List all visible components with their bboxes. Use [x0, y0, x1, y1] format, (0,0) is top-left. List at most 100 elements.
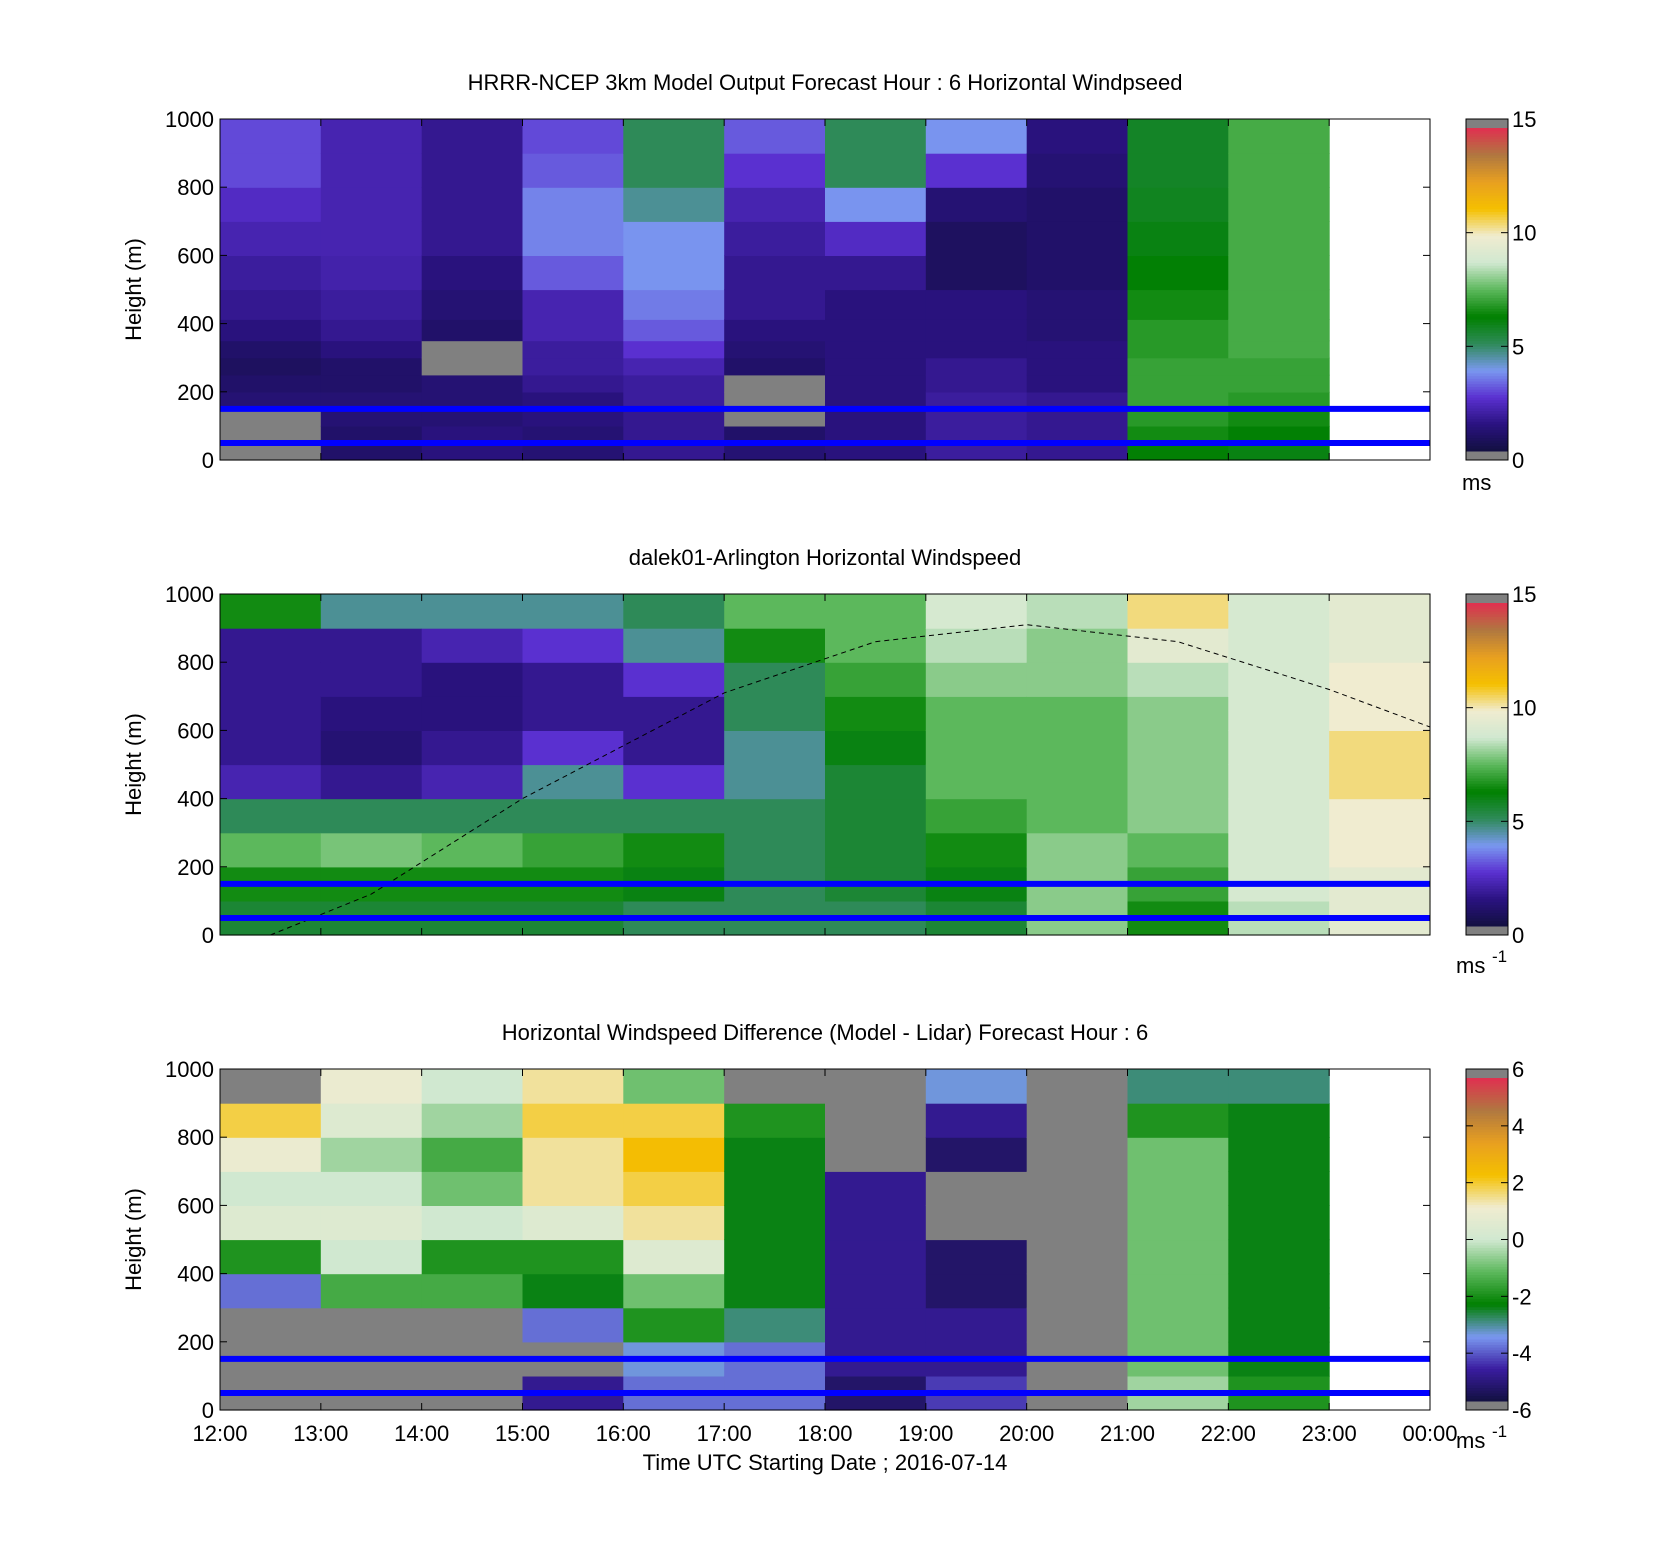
colorbar-segment	[1466, 1314, 1508, 1319]
colorbar-segment	[1466, 1164, 1508, 1168]
heatmap-cell	[623, 340, 725, 359]
heatmap-cell	[1026, 1171, 1129, 1206]
heatmap-cell	[421, 357, 524, 376]
heatmap-cell	[724, 1205, 826, 1241]
heatmap-cell	[925, 1103, 1028, 1138]
x-tick-label: 19:00	[898, 1421, 953, 1446]
colorbar-segment	[1466, 1110, 1508, 1114]
colorbar-segment	[1466, 664, 1508, 669]
heatmap-cell	[220, 255, 322, 291]
colorbar-segment	[1466, 904, 1508, 908]
colorbar-segment	[1466, 702, 1508, 706]
heatmap-cell	[623, 662, 725, 697]
colorbar-segment	[1466, 1322, 1508, 1327]
y-tick-label: 400	[177, 312, 214, 337]
colorbar-segment	[1466, 651, 1508, 655]
colorbar-segment	[1466, 335, 1508, 339]
colorbar-segment	[1466, 262, 1508, 266]
heatmap-cell	[320, 391, 423, 410]
colorbar-segment	[1466, 375, 1508, 379]
colorbar-segment	[1466, 1390, 1508, 1394]
colorbar-segment	[1466, 1228, 1508, 1232]
colorbar-segment	[1466, 243, 1508, 247]
heatmap-cell	[220, 832, 322, 868]
colorbar-segment	[1466, 1255, 1508, 1259]
heatmap-cell	[1228, 1069, 1330, 1104]
colorbar-tick-label: 0	[1512, 1228, 1524, 1253]
colorbar-cap	[1466, 594, 1508, 603]
colorbar-segment	[1466, 1277, 1508, 1281]
colorbar-segment	[1466, 1209, 1508, 1214]
heatmap-cell	[724, 221, 826, 256]
colorbar-segment	[1466, 1298, 1508, 1302]
heatmap-cell	[1026, 696, 1129, 731]
heatmap-cell	[925, 662, 1028, 697]
heatmap-cell	[522, 357, 624, 376]
colorbar-segment	[1466, 138, 1508, 142]
heatmap-cell	[1026, 442, 1129, 461]
colorbar-segment	[1466, 235, 1508, 239]
heatmap-cell	[522, 340, 624, 359]
colorbar-segment	[1466, 1172, 1508, 1176]
colorbar-segment	[1466, 729, 1508, 733]
y-tick-label: 0	[202, 923, 214, 948]
colorbar-segment	[1466, 195, 1508, 199]
heatmap-cell	[1127, 1273, 1229, 1309]
heatmap-cell	[1127, 696, 1229, 731]
heatmap-cell	[925, 1307, 1028, 1343]
heatmap-cell	[925, 696, 1028, 731]
heatmap-cell	[320, 1307, 423, 1343]
heatmap-cell	[1228, 730, 1330, 766]
heatmap-cell	[1228, 1307, 1330, 1343]
colorbar-segment	[1466, 405, 1508, 409]
colorbar-tick-label: 15	[1512, 582, 1536, 607]
heatmap-cell	[1228, 442, 1330, 461]
heatmap-cell	[1127, 289, 1229, 320]
heatmap-cell	[1127, 374, 1229, 393]
colorbar-segment	[1466, 1336, 1508, 1340]
colorbar-segment	[1466, 179, 1508, 183]
colorbar-segment	[1466, 705, 1508, 709]
heatmap-cell	[724, 1273, 826, 1309]
heatmap-cell	[220, 221, 322, 256]
heatmap-cell	[724, 1103, 826, 1138]
colorbar-segment	[1466, 157, 1508, 161]
colorbar-segment	[1466, 1333, 1508, 1337]
heatmap-cell	[724, 662, 826, 697]
colorbar-segment	[1466, 1309, 1508, 1313]
colorbar-unit-exponent: -1	[1492, 947, 1507, 966]
colorbar-segment	[1466, 845, 1508, 849]
colorbar-segment	[1466, 769, 1508, 774]
heatmap-cell	[1026, 425, 1129, 444]
heatmap-cell	[1026, 628, 1129, 663]
heatmap-cell	[421, 408, 524, 427]
heatmap-cell	[623, 730, 725, 766]
heatmap-cell	[1127, 442, 1229, 461]
heatmap-cell	[320, 319, 423, 342]
colorbar-segment	[1466, 1341, 1508, 1345]
y-tick-label: 600	[177, 243, 214, 268]
colorbar-segment	[1466, 319, 1508, 323]
colorbar-segment	[1466, 286, 1508, 290]
colorbar-segment	[1466, 613, 1508, 617]
heatmap-cell	[320, 764, 423, 800]
colorbar-segment	[1466, 397, 1508, 401]
colorbar-cap	[1466, 926, 1508, 935]
heatmap-cell	[623, 798, 725, 834]
heatmap-cell	[623, 357, 725, 376]
colorbar-segment	[1466, 1129, 1508, 1133]
colorbar-segment	[1466, 866, 1508, 870]
heatmap-cell	[623, 832, 725, 868]
colorbar-segment	[1466, 1239, 1508, 1243]
heatmap-cell	[421, 832, 524, 868]
colorbar-segment	[1466, 1145, 1508, 1149]
heatmap-cell	[522, 594, 624, 629]
heatmap-cell	[1026, 119, 1129, 154]
colorbar-segment	[1466, 1382, 1508, 1386]
colorbar-segment	[1466, 370, 1508, 374]
heatmap-cell	[925, 340, 1028, 359]
heatmap-cell	[825, 662, 927, 697]
colorbar-segment	[1466, 332, 1508, 336]
colorbar-segment	[1466, 381, 1508, 385]
colorbar-segment	[1466, 294, 1508, 299]
